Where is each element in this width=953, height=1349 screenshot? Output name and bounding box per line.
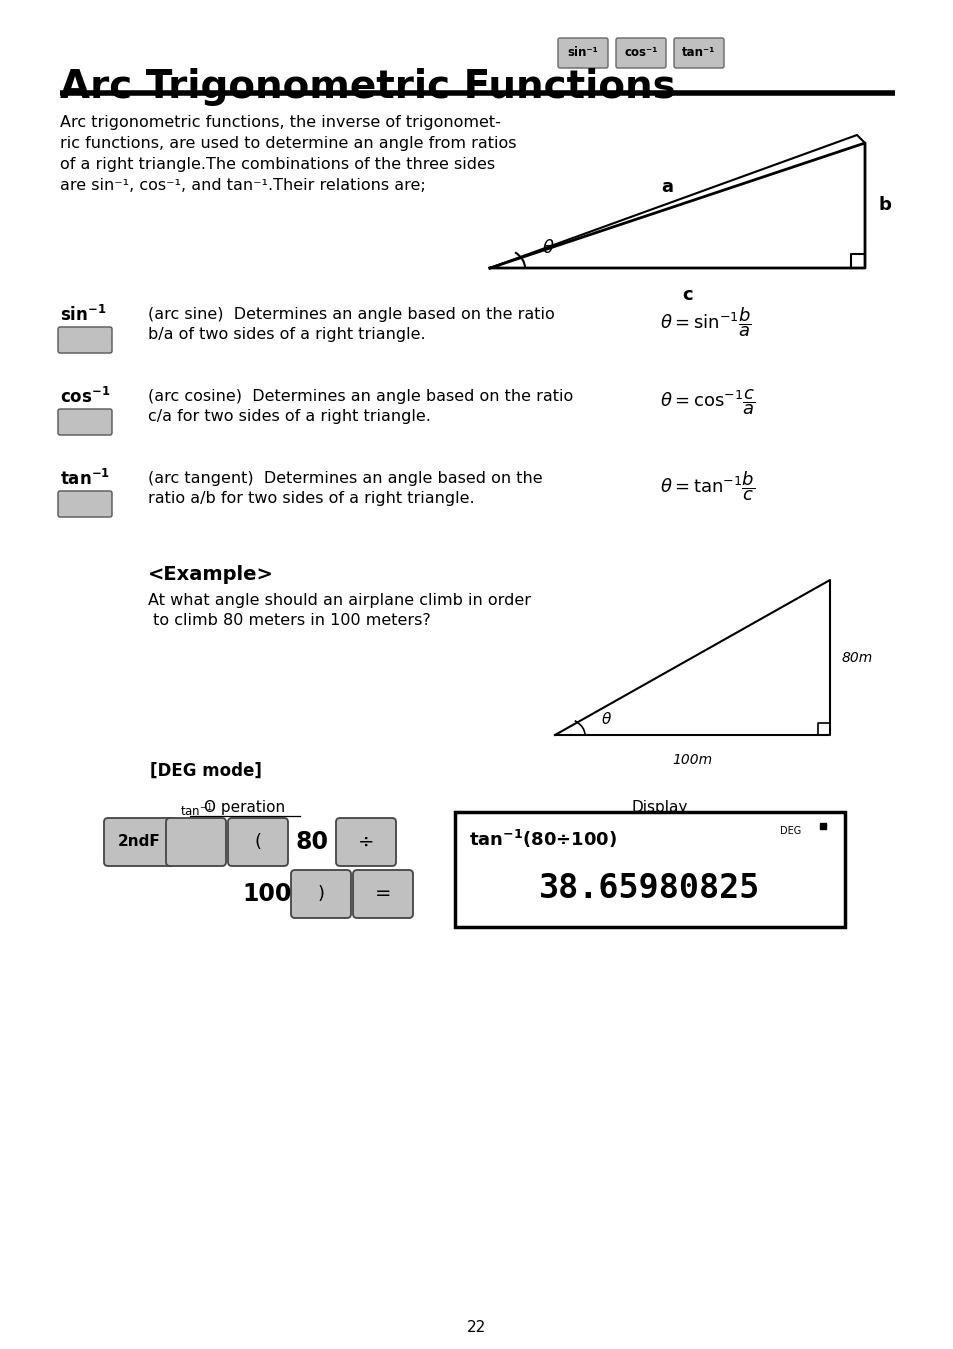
Text: (arc sine)  Determines an angle based on the ratio: (arc sine) Determines an angle based on … [148,308,554,322]
Text: ratio a/b for two sides of a right triangle.: ratio a/b for two sides of a right trian… [148,491,475,506]
FancyBboxPatch shape [228,817,288,866]
Text: $\mathbf{cos^{-1}}$: $\mathbf{cos^{-1}}$ [60,387,111,407]
Text: 80: 80 [295,830,328,854]
FancyBboxPatch shape [166,817,226,866]
Text: $\theta = \mathrm{sin}^{-1}\dfrac{b}{a}$: $\theta = \mathrm{sin}^{-1}\dfrac{b}{a}$ [659,305,751,339]
Text: c: c [681,286,692,304]
Text: (arc cosine)  Determines an angle based on the ratio: (arc cosine) Determines an angle based o… [148,389,573,403]
Text: 80m: 80m [841,650,872,665]
Text: b: b [878,197,891,214]
Text: $\mathbf{tan^{-1}(80{\div}100)}$: $\mathbf{tan^{-1}(80{\div}100)}$ [469,828,617,850]
Text: Arc Trigonometric Functions: Arc Trigonometric Functions [60,67,675,107]
Text: 2ndF: 2ndF [117,835,160,850]
Text: ric functions, are used to determine an angle from ratios: ric functions, are used to determine an … [60,136,516,151]
Text: $\theta = \mathrm{cos}^{-1}\dfrac{c}{a}$: $\theta = \mathrm{cos}^{-1}\dfrac{c}{a}$ [659,387,755,417]
FancyBboxPatch shape [58,409,112,434]
Text: <Example>: <Example> [148,565,274,584]
Text: (: ( [254,832,261,851]
Text: cos⁻¹: cos⁻¹ [623,46,657,59]
FancyBboxPatch shape [673,38,723,67]
FancyBboxPatch shape [558,38,607,67]
Text: DEG: DEG [780,826,801,836]
Text: 22: 22 [467,1321,486,1336]
Text: $\theta$: $\theta$ [600,711,612,727]
Text: $\mathrm{tan}^{-1}$: $\mathrm{tan}^{-1}$ [179,803,213,819]
Text: Display: Display [631,800,687,815]
Text: $\mathbf{sin^{-1}}$: $\mathbf{sin^{-1}}$ [60,305,107,325]
Text: 38.65980825: 38.65980825 [538,871,760,905]
Text: $\mathbf{tan^{-1}}$: $\mathbf{tan^{-1}}$ [60,469,110,490]
FancyBboxPatch shape [335,817,395,866]
Text: 100: 100 [242,882,292,907]
Text: sin⁻¹: sin⁻¹ [567,46,598,59]
Text: of a right triangle.The combinations of the three sides: of a right triangle.The combinations of … [60,156,495,173]
Bar [455,812,844,927]
Text: tan⁻¹: tan⁻¹ [681,46,715,59]
Text: a: a [660,178,673,197]
Text: ÷: ÷ [357,832,374,851]
FancyBboxPatch shape [104,817,173,866]
FancyBboxPatch shape [58,491,112,517]
Text: O peration: O peration [204,800,285,815]
Text: =: = [375,885,391,904]
Text: (arc tangent)  Determines an angle based on the: (arc tangent) Determines an angle based … [148,471,542,486]
Text: ): ) [317,885,324,902]
FancyBboxPatch shape [58,326,112,353]
Text: [DEG mode]: [DEG mode] [150,762,262,780]
FancyBboxPatch shape [616,38,665,67]
Text: to climb 80 meters in 100 meters?: to climb 80 meters in 100 meters? [148,612,431,629]
Text: 100m: 100m [672,753,712,768]
Text: $\theta = \mathrm{tan}^{-1}\dfrac{b}{c}$: $\theta = \mathrm{tan}^{-1}\dfrac{b}{c}$ [659,469,755,503]
Text: At what angle should an airplane climb in order: At what angle should an airplane climb i… [148,594,531,608]
FancyBboxPatch shape [291,870,351,919]
Text: b/a of two sides of a right triangle.: b/a of two sides of a right triangle. [148,326,425,343]
Text: $\theta$: $\theta$ [541,239,554,258]
Text: are sin⁻¹, cos⁻¹, and tan⁻¹.Their relations are;: are sin⁻¹, cos⁻¹, and tan⁻¹.Their relati… [60,178,425,193]
Text: Arc trigonometric functions, the inverse of trigonomet-: Arc trigonometric functions, the inverse… [60,115,500,130]
FancyBboxPatch shape [353,870,413,919]
Text: c/a for two sides of a right triangle.: c/a for two sides of a right triangle. [148,409,431,424]
